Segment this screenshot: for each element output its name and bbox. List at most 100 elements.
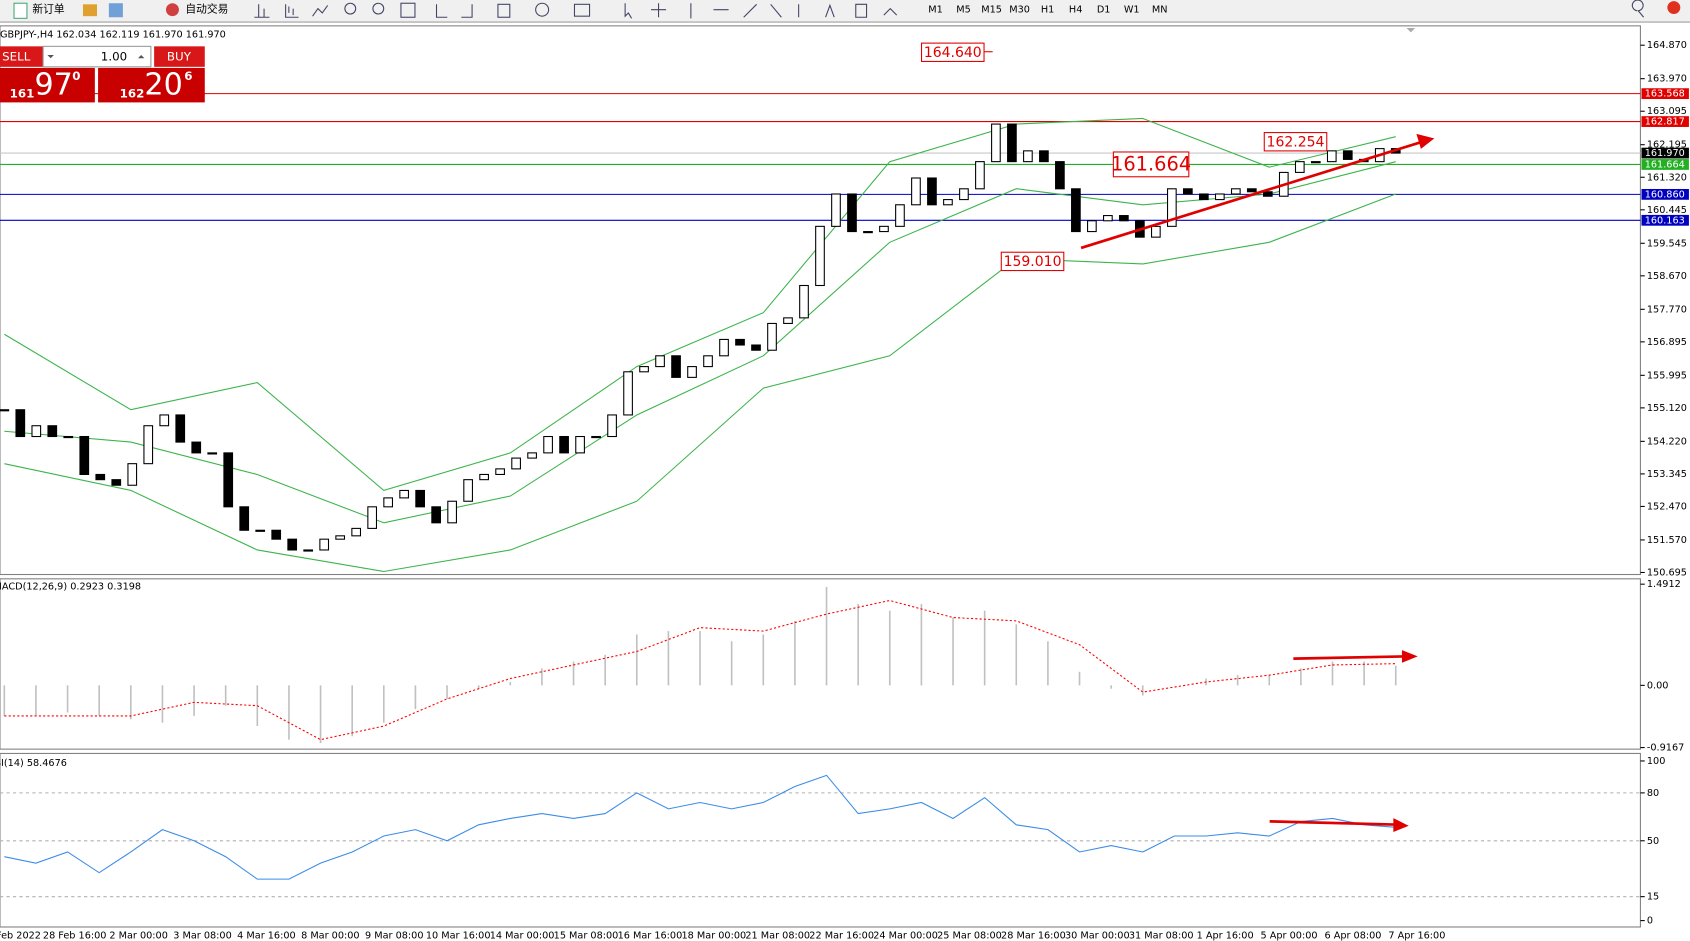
candle-body <box>991 123 1001 163</box>
candle-body <box>175 414 186 443</box>
x-tick-label: 16 Mar 16:00 <box>618 931 683 941</box>
annotation-box <box>920 42 985 62</box>
bid-sup[interactable]: 0 <box>72 69 80 83</box>
candle-body <box>1087 220 1097 233</box>
annotation-box <box>1000 251 1065 272</box>
y-tick-label: 155.995 <box>1647 370 1687 381</box>
x-tick-label: 2 Mar 00:00 <box>109 931 168 941</box>
lot-up[interactable] <box>137 54 145 59</box>
x-tick-label: 28 Feb 16:00 <box>43 931 107 941</box>
toolbar: 新订单 自动交易 M1 M5 M15 M30 H1 H4 D1 W1 MN <box>0 0 1690 23</box>
candle-body <box>415 489 425 508</box>
candle-body <box>975 161 985 190</box>
new-order-icon[interactable] <box>13 2 28 19</box>
macd-title: MACD(12,26,9) 0.2923 0.3198 <box>0 581 141 592</box>
toolbar-icon[interactable] <box>497 3 511 18</box>
timeframe-button[interactable]: M5 <box>956 5 971 16</box>
x-tick-label: 22 Mar 16:00 <box>809 931 874 941</box>
timeframe-button[interactable]: W1 <box>1124 5 1140 16</box>
toolbar-icon[interactable] <box>400 2 416 18</box>
price-level-tag <box>1641 88 1689 100</box>
candle-body <box>1230 188 1241 195</box>
x-tick-label: 8 Mar 00:00 <box>301 931 360 941</box>
candle-body <box>511 457 521 470</box>
search-icon[interactable] <box>1631 0 1645 18</box>
lot-input[interactable] <box>42 45 152 68</box>
ask-box[interactable] <box>98 67 205 103</box>
chart-title: GBPJPY-,H4 162.034 162.119 161.970 161.9… <box>0 29 226 40</box>
toolbar-icon[interactable] <box>82 4 98 17</box>
sell-button[interactable] <box>0 46 44 67</box>
toolbar-icon[interactable] <box>312 5 329 17</box>
candle-body <box>911 177 921 206</box>
candle-body <box>863 231 873 234</box>
candle-body <box>719 338 729 357</box>
annotation-label: 162.254 <box>1267 134 1325 150</box>
candle-body <box>319 538 330 551</box>
candle-body <box>1182 188 1193 195</box>
candle-body <box>527 452 537 459</box>
x-tick-label: 28 Mar 16:00 <box>1001 931 1066 941</box>
timeframe-button[interactable]: H4 <box>1069 5 1082 16</box>
candle-body <box>799 284 809 319</box>
toolbar-icon[interactable] <box>573 3 591 17</box>
toolbar-icon[interactable] <box>535 2 550 17</box>
buy-button[interactable] <box>154 46 205 67</box>
rsi-panel <box>0 752 1641 928</box>
trend-line <box>1080 140 1421 250</box>
candle-body <box>287 538 298 551</box>
y-tick-label: 155.120 <box>1647 403 1687 414</box>
candle-body <box>543 435 553 454</box>
candle-body <box>1071 188 1081 233</box>
lot-value[interactable]: 1.00 <box>101 50 127 64</box>
ask-main[interactable]: 20 <box>144 68 182 103</box>
candle-body <box>47 425 58 438</box>
notification-badge[interactable] <box>1667 1 1681 15</box>
new-order-button[interactable]: 新订单 <box>32 3 65 16</box>
bid-box[interactable] <box>0 67 95 103</box>
price-level-tag <box>1641 116 1689 127</box>
x-tick-label: 15 Mar 08:00 <box>554 931 619 941</box>
candle-body <box>751 344 761 351</box>
zoom-out-icon[interactable] <box>372 2 385 15</box>
ask-sup[interactable]: 6 <box>184 69 192 83</box>
candle-body <box>191 441 202 454</box>
timeframe-button[interactable]: H1 <box>1041 5 1054 16</box>
bid-big[interactable]: 161 <box>10 86 35 100</box>
buy-label[interactable]: BUY <box>167 50 192 64</box>
candle-body <box>239 506 250 531</box>
price-level-tag <box>1641 214 1689 226</box>
candle-body <box>367 506 378 529</box>
lot-down[interactable] <box>47 54 54 59</box>
drawing-tools[interactable] <box>624 3 898 19</box>
toolbar-icon[interactable] <box>108 3 123 18</box>
y-tick-label: -0.9167 <box>1647 743 1684 754</box>
zoom-in-icon[interactable] <box>344 2 357 15</box>
toolbar-bg <box>0 0 1690 22</box>
timeframe-button[interactable]: M30 <box>1009 5 1030 16</box>
timeframe-button[interactable]: D1 <box>1097 5 1111 16</box>
candle-body <box>847 193 857 233</box>
candle-body <box>351 527 362 537</box>
toolbar-icon[interactable] <box>254 4 270 18</box>
toolbar-icon[interactable] <box>435 4 473 18</box>
timeframe-button[interactable]: MN <box>1152 5 1168 16</box>
timeframe-button[interactable]: M15 <box>981 5 1002 16</box>
sell-label[interactable]: SELL <box>2 50 31 64</box>
ask-big[interactable]: 162 <box>120 86 145 100</box>
arrow-head <box>1416 133 1435 149</box>
x-tick-label: 24 Mar 00:00 <box>873 931 938 941</box>
candle-body <box>575 435 585 454</box>
candle-body <box>1166 188 1177 227</box>
x-tick-label: 18 Mar 00:00 <box>681 931 746 941</box>
price-level-tag <box>1641 188 1689 200</box>
bid-main[interactable]: 97 <box>34 68 72 103</box>
auto-trading-button[interactable]: 自动交易 <box>185 3 228 16</box>
toolbar-icon[interactable] <box>285 4 299 18</box>
timeframe-button[interactable]: M1 <box>928 5 943 16</box>
auto-trading-icon[interactable] <box>165 3 179 17</box>
y-tick-label: 158.670 <box>1647 271 1687 282</box>
y-tick-label: 1.4912 <box>1647 579 1681 590</box>
